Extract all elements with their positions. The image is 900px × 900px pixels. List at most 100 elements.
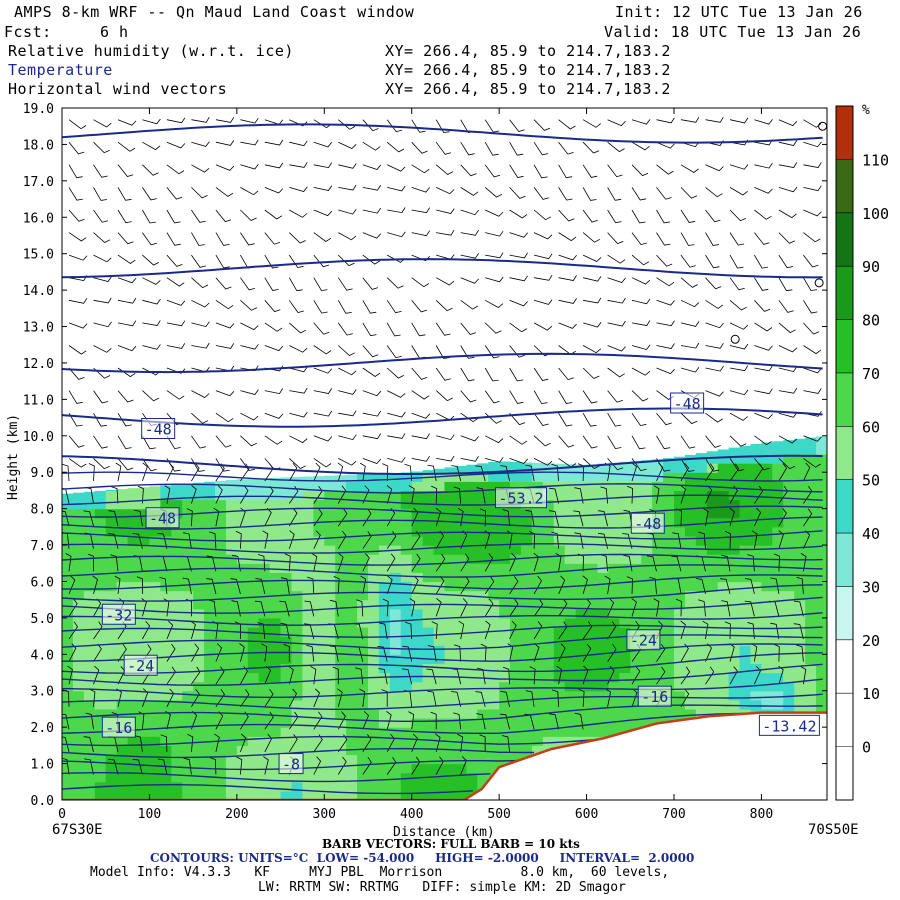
rh-cell — [302, 545, 314, 555]
rh-cell — [695, 526, 708, 537]
rh-cell — [488, 690, 500, 701]
rh-cell — [739, 517, 752, 528]
rh-cell — [553, 636, 566, 646]
rh-cell — [684, 545, 697, 555]
rh-cell — [794, 699, 806, 710]
colorbar-label: 10 — [862, 685, 880, 703]
rh-cell — [72, 763, 85, 774]
wind-barb — [240, 187, 259, 196]
y-tick-label: 5.0 — [31, 612, 54, 627]
rh-cell — [510, 526, 522, 537]
rh-cell — [739, 654, 752, 665]
rh-cell — [608, 672, 620, 683]
temperature-contour — [62, 652, 823, 675]
rh-cell — [684, 708, 697, 719]
rh-cell — [204, 672, 216, 683]
rh-cell — [750, 472, 763, 482]
wind-barb — [83, 510, 94, 527]
rh-cell — [597, 554, 610, 564]
rh-cell — [171, 627, 183, 637]
wind-barb — [313, 462, 321, 482]
wind-barb — [705, 187, 723, 198]
rh-cell — [72, 781, 85, 792]
rh-cell — [750, 627, 763, 637]
rh-cell — [542, 690, 555, 701]
rh-cell — [400, 781, 413, 792]
rh-cell — [499, 690, 511, 701]
rh-cell — [488, 581, 500, 592]
rh-cell — [466, 590, 478, 601]
wind-barb — [453, 712, 462, 730]
rh-cell — [83, 745, 96, 756]
rh-cell — [368, 481, 380, 492]
rh-cell — [717, 572, 730, 583]
wind-barb — [386, 553, 396, 572]
rh-cell — [182, 736, 194, 746]
rh-cell — [739, 617, 752, 628]
rh-cell — [269, 517, 282, 528]
rh-cell — [597, 608, 610, 619]
wind-barb — [183, 532, 192, 549]
rh-cell — [105, 763, 118, 774]
wind-barb — [702, 507, 709, 527]
rh-cell — [521, 463, 533, 473]
wind-barb — [705, 390, 724, 397]
rh-cell — [335, 772, 347, 783]
rh-cell — [291, 681, 304, 692]
rh-cell — [324, 754, 336, 765]
rh-cell — [313, 599, 325, 610]
wind-barb — [796, 576, 804, 594]
rh-cell — [805, 627, 817, 637]
rh-cell — [291, 727, 304, 737]
wind-barb — [509, 435, 528, 445]
rh-cell — [455, 636, 467, 646]
rh-cell — [291, 690, 304, 701]
rh-cell — [127, 690, 140, 701]
rh-cell — [553, 608, 566, 619]
rh-cell — [422, 645, 435, 655]
temperature-contour — [62, 712, 744, 734]
wind-barb — [117, 320, 137, 327]
wind-barb — [744, 600, 755, 617]
wind-barb — [631, 232, 647, 246]
rh-cell — [750, 454, 763, 464]
rh-cell — [411, 481, 424, 492]
rh-cell — [499, 463, 511, 473]
rh-cell — [291, 663, 304, 674]
wind-barb — [68, 232, 87, 242]
wind-barb — [240, 435, 257, 447]
rh-cell — [400, 581, 413, 592]
wind-barb — [402, 645, 413, 662]
wind-barb — [558, 141, 574, 155]
rh-cell — [368, 508, 380, 519]
rh-cell — [193, 663, 205, 674]
rh-cell — [171, 681, 183, 692]
wind-barb — [680, 643, 689, 662]
rh-cell — [422, 554, 435, 564]
rh-cell — [586, 472, 599, 482]
wind-barb — [729, 458, 745, 472]
rh-cell — [728, 663, 741, 674]
rh-cell — [597, 526, 610, 537]
wind-barb — [631, 390, 649, 402]
wind-barb — [88, 463, 95, 482]
wind-barb — [533, 187, 550, 200]
x-axis-label: Distance (km) — [393, 825, 495, 840]
wind-barb — [117, 141, 136, 152]
rh-cell — [313, 772, 325, 783]
rh-cell — [521, 617, 533, 628]
rh-cell — [138, 745, 151, 756]
temperature-label-box — [123, 654, 158, 676]
rh-cell — [608, 699, 620, 710]
rh-cell — [62, 563, 74, 573]
wind-barb — [435, 598, 442, 617]
rh-cell — [368, 690, 380, 701]
rh-cell — [444, 645, 457, 655]
rh-cell — [564, 690, 577, 701]
rh-cell — [368, 581, 380, 592]
rh-cell — [695, 663, 708, 674]
rh-cell — [94, 754, 107, 765]
wind-barb — [754, 412, 773, 420]
rh-cell — [400, 472, 413, 482]
rh-cell — [575, 508, 588, 519]
